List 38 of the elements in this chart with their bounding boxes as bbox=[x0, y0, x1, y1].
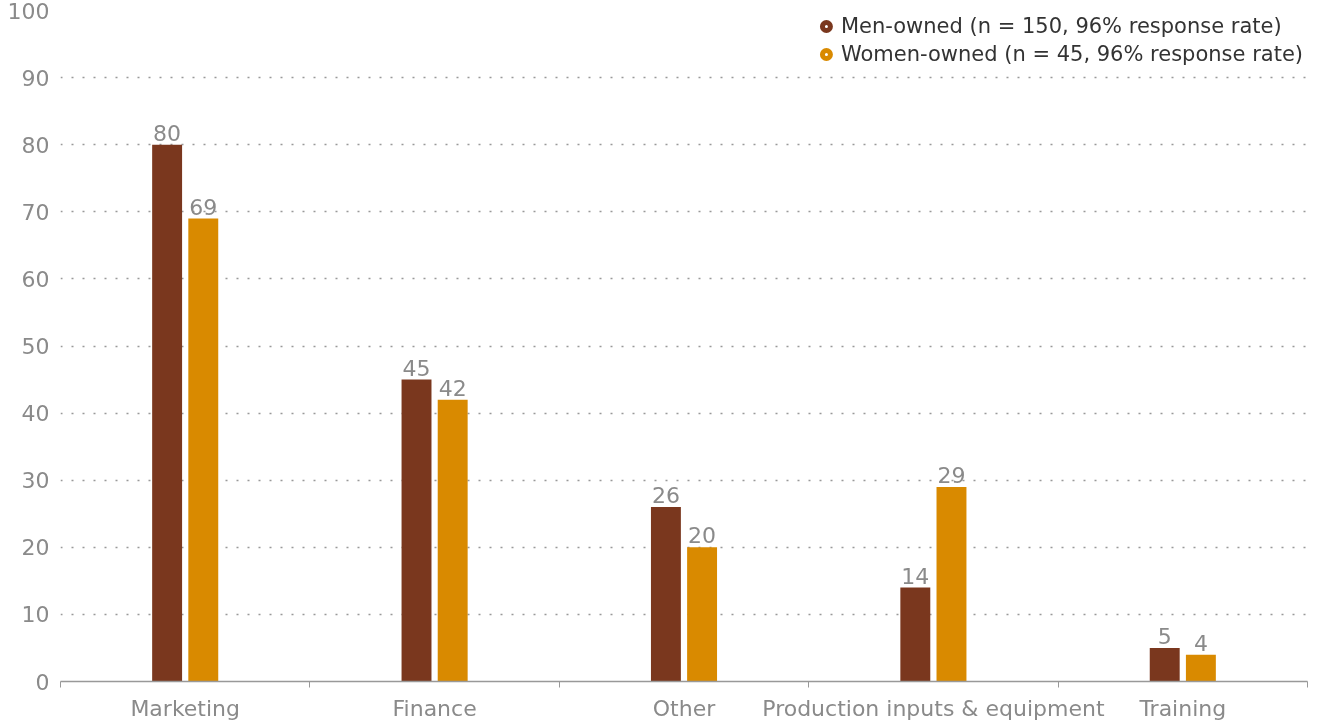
bar bbox=[401, 379, 432, 682]
bar bbox=[900, 587, 931, 682]
y-tick-label: 60 bbox=[21, 266, 50, 292]
bar bbox=[1149, 647, 1180, 682]
y-tick-label: 90 bbox=[21, 65, 50, 91]
data-label: 4 bbox=[1193, 630, 1208, 656]
data-label: 5 bbox=[1157, 623, 1172, 649]
legend-label: Men-owned (n = 150, 96% response rate) bbox=[840, 14, 1282, 38]
bar bbox=[650, 507, 681, 682]
data-label: 14 bbox=[901, 563, 930, 589]
data-label: 26 bbox=[651, 483, 680, 509]
data-label: 20 bbox=[688, 523, 717, 549]
y-tick-label: 20 bbox=[21, 535, 50, 561]
bar bbox=[437, 399, 468, 682]
data-label: 80 bbox=[153, 120, 182, 146]
y-tick-label: 50 bbox=[21, 334, 50, 359]
x-tick-label: Marketing bbox=[130, 695, 241, 721]
y-tick-label: 30 bbox=[21, 468, 50, 494]
bar bbox=[936, 486, 967, 682]
bar bbox=[687, 547, 718, 682]
y-tick-label: 10 bbox=[21, 602, 50, 628]
y-tick-label: 80 bbox=[21, 132, 50, 158]
bar bbox=[188, 218, 219, 682]
bar bbox=[152, 144, 183, 682]
data-label: 69 bbox=[189, 194, 218, 220]
data-label: 29 bbox=[937, 462, 966, 488]
x-tick-label: Training bbox=[1138, 695, 1227, 721]
x-tick-label: Production inputs & equipment bbox=[762, 695, 1105, 721]
x-tick-label: Other bbox=[652, 695, 717, 721]
x-tick-label: Finance bbox=[392, 695, 477, 721]
data-label: 45 bbox=[402, 355, 431, 381]
y-tick-label: 70 bbox=[21, 199, 50, 225]
y-tick-label: 0 bbox=[35, 669, 50, 695]
y-tick-label: 100 bbox=[7, 0, 50, 24]
legend-label: Women-owned (n = 45, 96% response rate) bbox=[840, 42, 1303, 66]
data-label: 42 bbox=[438, 375, 467, 401]
y-tick-label: 40 bbox=[21, 401, 50, 427]
bar bbox=[1185, 654, 1216, 682]
